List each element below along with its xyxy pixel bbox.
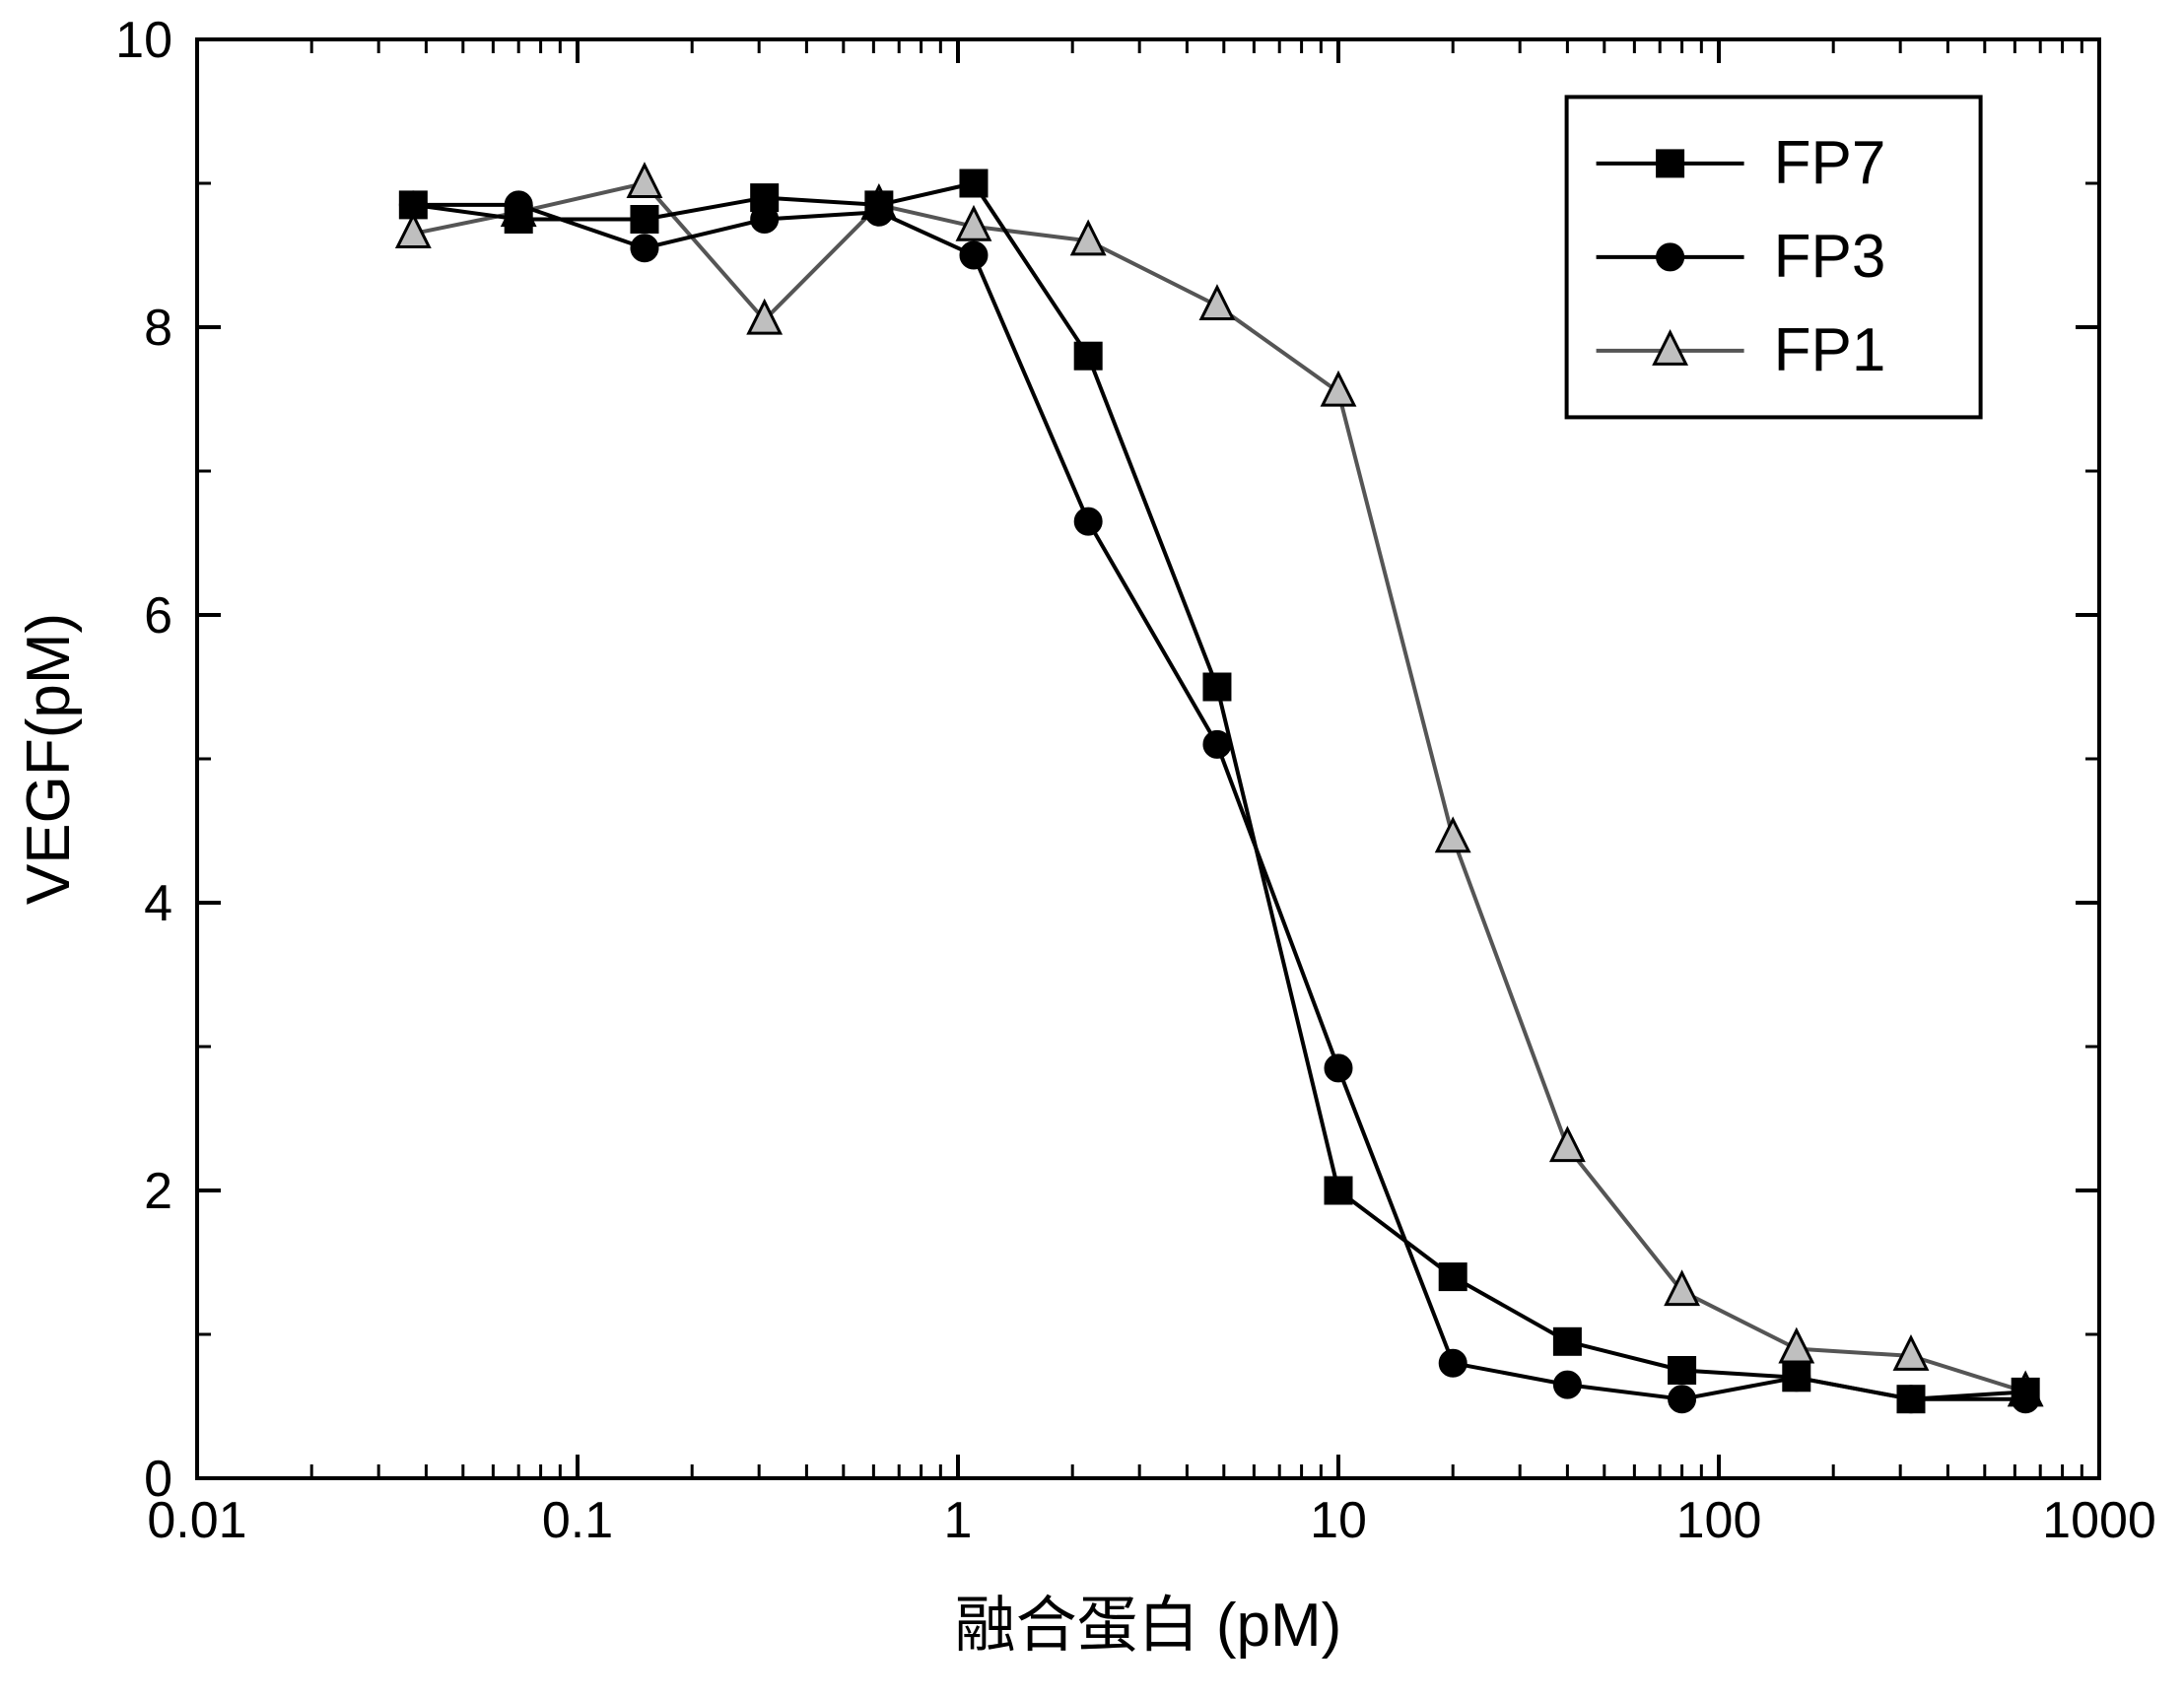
svg-text:FP1: FP1 bbox=[1774, 316, 1886, 384]
svg-text:FP7: FP7 bbox=[1774, 129, 1886, 197]
svg-text:10: 10 bbox=[115, 12, 172, 69]
svg-text:6: 6 bbox=[144, 587, 172, 645]
chart-svg: 0.010.111010010000246810融合蛋白 (pM)VEGF(pM… bbox=[0, 0, 2184, 1698]
svg-text:8: 8 bbox=[144, 300, 172, 357]
svg-text:10: 10 bbox=[1310, 1492, 1367, 1549]
svg-text:0: 0 bbox=[144, 1451, 172, 1508]
svg-text:4: 4 bbox=[144, 875, 172, 932]
svg-text:2: 2 bbox=[144, 1163, 172, 1220]
svg-text:1000: 1000 bbox=[2042, 1492, 2156, 1549]
svg-text:100: 100 bbox=[1676, 1492, 1762, 1549]
svg-text:FP3: FP3 bbox=[1774, 223, 1886, 291]
svg-text:1: 1 bbox=[944, 1492, 973, 1549]
chart-container: 0.010.111010010000246810融合蛋白 (pM)VEGF(pM… bbox=[0, 0, 2184, 1698]
svg-text:融合蛋白 (pM): 融合蛋白 (pM) bbox=[955, 1592, 1342, 1660]
svg-text:VEGF(pM): VEGF(pM) bbox=[15, 613, 83, 905]
svg-text:0.1: 0.1 bbox=[542, 1492, 613, 1549]
